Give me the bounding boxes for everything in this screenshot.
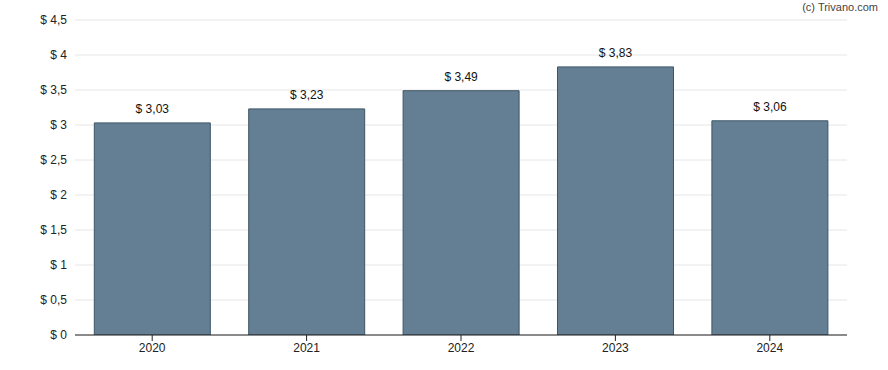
svg-text:$ 0,5: $ 0,5 xyxy=(40,293,67,307)
svg-text:$ 3,5: $ 3,5 xyxy=(40,83,67,97)
svg-text:$ 4,5: $ 4,5 xyxy=(40,13,67,27)
svg-text:$ 3,06: $ 3,06 xyxy=(753,100,787,114)
html-text:(c) Trivano.com: (c) Trivano.com xyxy=(802,1,878,13)
svg-text:$ 3: $ 3 xyxy=(50,118,67,132)
svg-text:$ 4: $ 4 xyxy=(50,48,67,62)
svg-text:2022: 2022 xyxy=(448,341,475,355)
svg-text:$ 2: $ 2 xyxy=(50,188,67,202)
svg-text:$ 1,5: $ 1,5 xyxy=(40,223,67,237)
svg-text:2024: 2024 xyxy=(756,341,783,355)
svg-text:2023: 2023 xyxy=(602,341,629,355)
svg-text:$ 3,03: $ 3,03 xyxy=(136,102,170,116)
svg-text:$ 1: $ 1 xyxy=(50,258,67,272)
svg-text:$ 3,83: $ 3,83 xyxy=(599,46,633,60)
svg-text:$ 0: $ 0 xyxy=(50,328,67,342)
svg-text:2021: 2021 xyxy=(293,341,320,355)
svg-text:$ 3,23: $ 3,23 xyxy=(290,88,324,102)
svg-text:$ 2,5: $ 2,5 xyxy=(40,153,67,167)
svg-text:$ 3,49: $ 3,49 xyxy=(444,70,478,84)
svg-text:2020: 2020 xyxy=(139,341,166,355)
